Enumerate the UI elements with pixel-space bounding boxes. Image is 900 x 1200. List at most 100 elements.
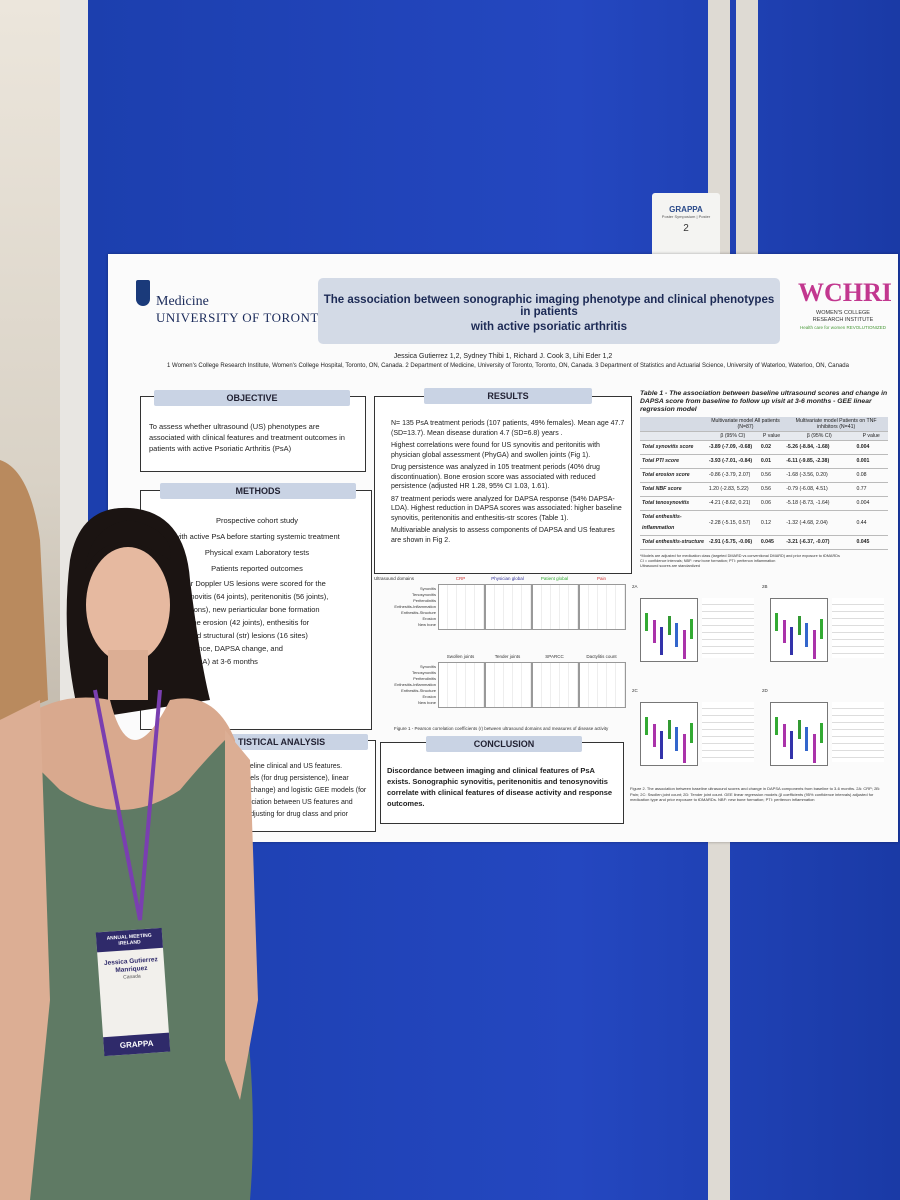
box-glyph bbox=[645, 613, 648, 631]
stats-line: s after adjusting for drug class and pri… bbox=[225, 811, 348, 818]
panel-legend bbox=[832, 702, 884, 762]
results-item: N= 135 PsA treatment periods (107 patien… bbox=[381, 419, 625, 438]
table-row: Total enthesitis-structure -2.91 (-5.75, … bbox=[640, 535, 888, 550]
table-cell: 0.045 bbox=[758, 535, 785, 550]
box-glyph bbox=[782, 620, 786, 643]
table-cell: Total PTI score bbox=[640, 454, 707, 469]
table-group-header: Multivariate model Patients on TNF inhib… bbox=[784, 417, 888, 432]
box-glyph bbox=[805, 623, 808, 647]
table-cell: 0.004 bbox=[854, 440, 888, 455]
table-cell: -5.18 (-8.73, -1.64) bbox=[784, 496, 855, 511]
figure-row-label: Erosion bbox=[422, 616, 436, 621]
results-item: Drug persistence was analyzed in 105 tre… bbox=[381, 463, 625, 492]
figure-row-label: Enthesitis-Structure bbox=[401, 688, 436, 693]
table-cell: Total NBF score bbox=[640, 482, 707, 497]
table-cell: Total synovitis score bbox=[640, 440, 707, 455]
box-glyph bbox=[645, 717, 648, 735]
figure-row-label: Enthesitis-Inflammation bbox=[394, 604, 436, 609]
conclusion-text: Discordance between imaging and clinical… bbox=[387, 766, 613, 808]
table-cell: 0.56 bbox=[758, 468, 785, 483]
methods-line: Prospective cohort study bbox=[215, 516, 299, 525]
table-subheader: β (95% CI) bbox=[784, 431, 855, 441]
table-cell: 0.12 bbox=[758, 510, 785, 536]
arm bbox=[225, 730, 258, 1100]
figure-row-label: Peritendinitis bbox=[413, 598, 436, 603]
table-cell: -3.93 (-7.01, -0.84) bbox=[706, 454, 759, 469]
logo-text: Medicine bbox=[156, 294, 209, 309]
stats-list: een baseline clinical and US features. rd… bbox=[225, 761, 373, 821]
results-box: N= 135 PsA treatment periods (107 patien… bbox=[374, 396, 632, 574]
section-heading: CONCLUSION bbox=[426, 736, 582, 752]
panel-label: 2B bbox=[762, 584, 768, 589]
methods-line: ovitis (14 tendons), new periarticular b… bbox=[147, 605, 320, 614]
table-cell: -2.28 (-5.15, 0.57) bbox=[706, 510, 759, 536]
methods-line: s: drug persistence, DAPSA change, and bbox=[147, 644, 283, 653]
poster-number-sign: GRAPPA Poster Symposium | Poster 2 bbox=[652, 193, 720, 257]
figure-axis-label: Ultrasound domains bbox=[374, 576, 415, 581]
panel-legend bbox=[702, 702, 754, 762]
table-cell: Total enthesitis-structure bbox=[640, 535, 707, 550]
objective-text: To assess whether ultrasound (US) phenot… bbox=[149, 422, 345, 453]
box-glyph bbox=[775, 717, 778, 735]
box-glyph bbox=[820, 723, 823, 743]
methods-list: Prospective cohort study with active PsA … bbox=[147, 513, 367, 668]
methods-line: ease activity (LDA) at 3-6 months bbox=[147, 657, 258, 666]
table-header-row: Multivariate model All patients (N=87) Mu… bbox=[640, 417, 888, 432]
box-glyph bbox=[797, 616, 801, 635]
panel-frame bbox=[438, 662, 485, 708]
wchri-line: Health care for women REVOLUTIONIZED bbox=[799, 325, 887, 330]
stats-line: the association between US features and bbox=[225, 799, 353, 806]
box-glyph bbox=[652, 724, 656, 747]
table-row: Total NBF score 1.20 (-2.83, 5.22) 0.56 -0.… bbox=[640, 482, 888, 497]
table-cell: -3.21 (-6.37, -0.07) bbox=[784, 535, 855, 550]
figure-caption: Figure 1 - Pearson correlation coefficie… bbox=[394, 726, 609, 731]
table-notes: *Models are adjusted for medication clas… bbox=[640, 554, 888, 569]
title-line: The association between sonographic imag… bbox=[323, 294, 775, 318]
conclusion-box: Discordance between imaging and clinical… bbox=[380, 742, 624, 824]
table-cell: Total erosion score bbox=[640, 468, 707, 483]
table-cell: 0.08 bbox=[854, 468, 888, 483]
table-cell: Total enthesitis-inflammation bbox=[640, 510, 707, 536]
panel-frame bbox=[579, 662, 626, 708]
figure-row-label: Peritendinitis bbox=[413, 676, 436, 681]
panel-frame bbox=[438, 584, 485, 630]
box-glyph bbox=[820, 619, 823, 639]
section-heading: TISTICAL ANALYSIS bbox=[228, 734, 368, 750]
box-glyph bbox=[790, 731, 793, 759]
table-cell: -0.86 (-3.79, 2.07) bbox=[706, 468, 759, 483]
box-glyph bbox=[797, 720, 801, 739]
panel-frame bbox=[770, 598, 828, 662]
table-note: CI = confidence intervals; NBF: new bone… bbox=[640, 559, 776, 563]
table-cell: 0.06 bbox=[758, 496, 785, 511]
panel-frame bbox=[532, 662, 579, 708]
panel-legend bbox=[832, 598, 884, 658]
methods-line: Patients reported outcomes bbox=[211, 564, 303, 573]
table-row: Total erosion score -0.86 (-3.79, 2.07) 0.… bbox=[640, 468, 888, 483]
panel-title: Swollen joints bbox=[446, 654, 475, 659]
name-badge: ANNUAL MEETING IRELAND Jessica Gutierrez… bbox=[95, 927, 171, 1057]
panel-title: Dactylitis count bbox=[586, 654, 617, 659]
table-cell: -0.79 (-6.08, 4.51) bbox=[784, 482, 855, 497]
table-cell: -4.21 (-8.62, 0.21) bbox=[706, 496, 759, 511]
title-box: The association between sonographic imag… bbox=[318, 278, 780, 344]
table-cell: -3.89 (-7.09, -0.68) bbox=[706, 440, 759, 455]
table-cell: 0.77 bbox=[854, 482, 888, 497]
wchri-text: WOMEN'S COLLEGE RESEARCH INSTITUTE Healt… bbox=[798, 310, 888, 331]
table-cell: 0.045 bbox=[854, 535, 888, 550]
figure-row-label: New bone bbox=[417, 700, 436, 705]
box-glyph bbox=[812, 734, 816, 763]
methods-line: de and Power Doppler US lesions were sco… bbox=[147, 579, 326, 588]
table-cell: 0.001 bbox=[854, 454, 888, 469]
sign-subtitle: Poster Symposium | Poster bbox=[661, 214, 711, 219]
table-cell: 0.02 bbox=[758, 440, 785, 455]
panel-frame bbox=[640, 598, 698, 662]
table-subheader: P value bbox=[854, 431, 888, 441]
results-item: 87 treatment periods were analyzed for D… bbox=[381, 494, 625, 523]
panel-legend bbox=[702, 598, 754, 658]
box-glyph bbox=[660, 627, 663, 655]
figure-row-label: Tenosynovitis bbox=[411, 670, 436, 675]
stats-line: rds models (for drug persistence), linea… bbox=[225, 775, 349, 782]
figure-row-label: Enthesitis-Inflammation bbox=[394, 682, 436, 687]
results-list: N= 135 PsA treatment periods (107 patien… bbox=[381, 419, 625, 548]
panel-title: SPARCC bbox=[545, 654, 564, 659]
